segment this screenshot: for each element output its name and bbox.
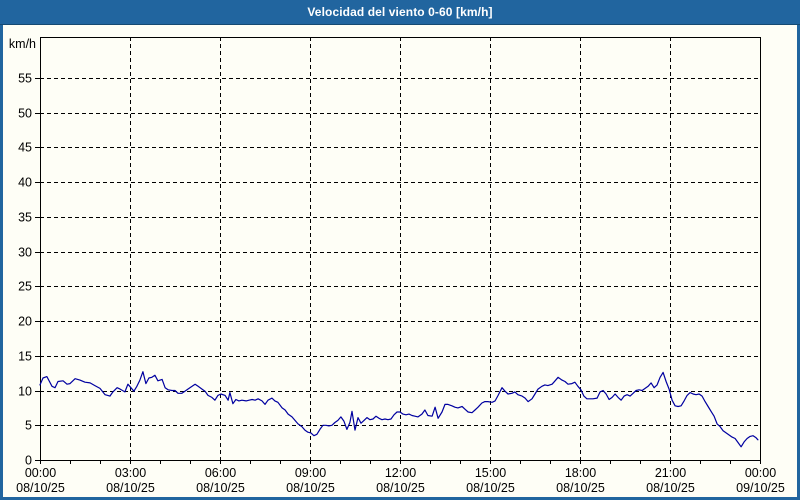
- y-axis-tick-label: 0: [25, 454, 32, 468]
- y-axis-unit-label: km/h: [9, 37, 36, 51]
- x-axis-time-label: 00:00: [25, 466, 56, 480]
- x-axis-time-label: 00:00: [745, 466, 776, 480]
- x-axis-date-label: 08/10/25: [196, 481, 245, 495]
- x-axis-date-label: 08/10/25: [556, 481, 605, 495]
- x-axis-date-label: 08/10/25: [106, 481, 155, 495]
- y-axis-tick-label: 25: [18, 280, 32, 294]
- plot-border: [40, 37, 761, 461]
- x-axis-time-label: 21:00: [655, 466, 686, 480]
- wind-speed-line: [39, 371, 759, 448]
- y-axis-tick-label: 45: [18, 141, 32, 155]
- x-axis-time-label: 06:00: [205, 466, 236, 480]
- y-axis-tick-label: 55: [18, 72, 32, 86]
- x-axis-time-label: 15:00: [475, 466, 506, 480]
- x-axis-date-label: 08/10/25: [646, 481, 695, 495]
- y-axis-tick-label: 50: [18, 107, 32, 121]
- x-axis-time-label: 18:00: [565, 466, 596, 480]
- chart-title: Velocidad del viento 0-60 [km/h]: [307, 5, 493, 19]
- x-axis-date-label: 08/10/25: [286, 481, 335, 495]
- x-axis-date-label: 08/10/25: [16, 481, 65, 495]
- y-axis-tick-label: 40: [18, 176, 32, 190]
- x-axis-date-label: 08/10/25: [376, 481, 425, 495]
- y-axis-tick-label: 15: [18, 350, 32, 364]
- x-axis-date-label: 09/10/25: [736, 481, 785, 495]
- x-axis-time-label: 03:00: [115, 466, 146, 480]
- y-axis-tick-label: 10: [18, 385, 32, 399]
- chart-title-bar: Velocidad del viento 0-60 [km/h]: [0, 0, 800, 25]
- x-axis-date-label: 08/10/25: [466, 481, 515, 495]
- x-axis-time-label: 12:00: [385, 466, 416, 480]
- y-axis-tick-label: 20: [18, 315, 32, 329]
- y-axis-tick-label: 35: [18, 211, 32, 225]
- x-axis-time-label: 09:00: [295, 466, 326, 480]
- y-axis-tick-label: 5: [25, 419, 32, 433]
- y-axis-tick-label: 30: [18, 246, 32, 260]
